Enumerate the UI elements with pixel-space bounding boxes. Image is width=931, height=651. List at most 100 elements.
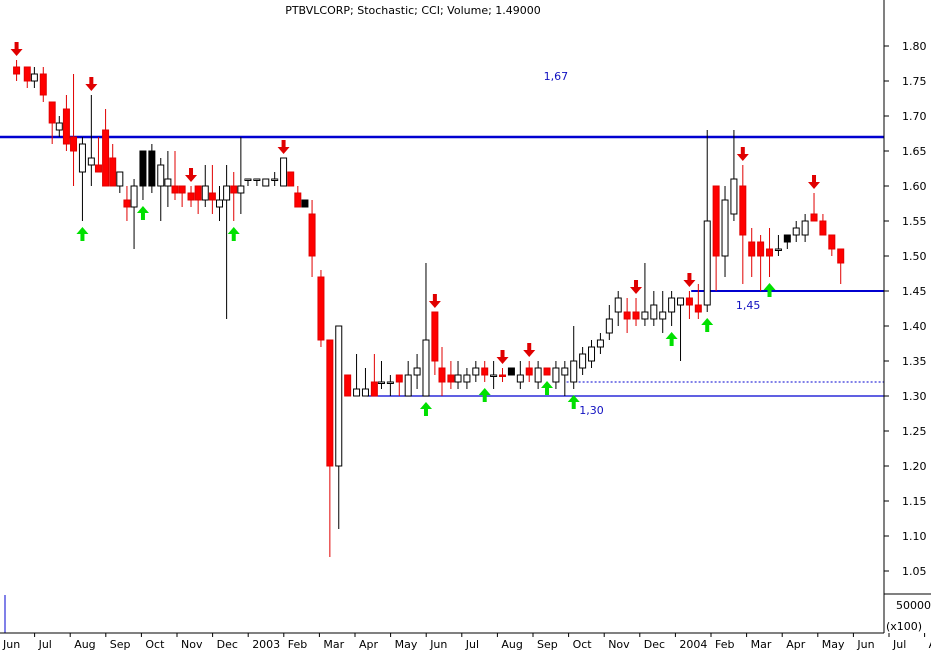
candle-body [335, 325, 343, 467]
candle-body [287, 171, 295, 187]
candle-body [164, 178, 172, 187]
y-tick-label: 1.60 [902, 180, 927, 193]
x-tick-label: Jun [856, 638, 874, 651]
x-tick-label: Jun [429, 638, 447, 651]
candle-body [516, 374, 524, 383]
candle-body [543, 367, 551, 376]
candle-body [370, 381, 378, 397]
buy-arrow-icon [136, 206, 149, 220]
candle-body [39, 73, 47, 96]
candle-body [588, 346, 596, 362]
x-tick-label: Sep [537, 638, 558, 651]
x-tick-label: Feb [715, 638, 734, 651]
x-tick-label: Feb [288, 638, 307, 651]
sell-arrow-icon [277, 140, 290, 154]
x-tick-label: Mar [323, 638, 344, 651]
candle-body [208, 192, 216, 201]
candle-body [623, 311, 631, 320]
candle-body [62, 108, 70, 145]
candle-body [641, 311, 649, 320]
candle-body [721, 199, 729, 257]
candle-body [87, 157, 95, 166]
buy-arrow-icon [419, 402, 432, 416]
x-tick-label: 2004 [679, 638, 707, 651]
buy-arrow-icon [227, 227, 240, 241]
x-tick-label: Sep [110, 638, 131, 651]
candle-body [703, 220, 711, 306]
candle-body [431, 311, 439, 362]
candle-body [171, 185, 179, 194]
candle-body [308, 213, 316, 257]
candle-body [377, 381, 385, 384]
candle-body [187, 192, 195, 201]
candle-body [739, 185, 747, 236]
y-tick-label: 1.65 [902, 145, 927, 158]
sell-arrow-icon [808, 175, 821, 189]
candle-body [766, 248, 774, 257]
candle-body [237, 185, 245, 194]
candle-body [774, 248, 782, 251]
x-tick-label: May [822, 638, 845, 651]
candle-body [757, 241, 765, 257]
buy-arrow-icon [478, 388, 491, 402]
x-tick-label: 2003 [252, 638, 280, 651]
candle-body [525, 367, 533, 376]
x-tick-label: Oct [145, 638, 165, 651]
level-label: 1,45 [736, 299, 761, 312]
candle-body [677, 297, 685, 306]
candle-body [116, 171, 124, 187]
candle-body [605, 318, 613, 334]
candle-body [552, 367, 560, 383]
x-tick-label: Nov [608, 638, 630, 651]
signal-arrows [10, 42, 821, 416]
candle-body [386, 381, 394, 384]
x-tick-label: Dec [644, 638, 665, 651]
y-tick-label: 1.40 [902, 320, 927, 333]
buy-arrow-icon [701, 318, 714, 332]
sell-arrow-icon [630, 280, 643, 294]
candle-body [23, 66, 31, 82]
candle-body [632, 311, 640, 320]
x-tick-label: Jun [2, 638, 20, 651]
candle-body [194, 185, 202, 201]
candle-body [650, 304, 658, 320]
candle-body [109, 157, 117, 187]
candle-body [712, 185, 720, 257]
candle-body [123, 199, 131, 208]
y-tick-label: 1.55 [902, 215, 927, 228]
candle-body [454, 374, 462, 383]
buy-arrow-icon [567, 395, 580, 409]
sell-arrow-icon [10, 42, 23, 56]
x-tick-label: Aug [929, 638, 931, 651]
level-label: 1,30 [579, 404, 604, 417]
candle-body [139, 150, 147, 187]
candle-body [13, 66, 21, 75]
candle-body [102, 129, 110, 187]
candle-body [792, 227, 800, 236]
candle-body [30, 73, 38, 82]
candle-body [810, 213, 818, 222]
candle-body [317, 276, 325, 341]
candle-body [262, 178, 270, 187]
candle-body [326, 339, 334, 467]
x-tick-label: Jul [892, 638, 906, 651]
volume-axis-label: 50000 [896, 599, 931, 612]
y-tick-label: 1.15 [902, 495, 927, 508]
y-tick-label: 1.75 [902, 75, 927, 88]
x-tick-label: Jul [465, 638, 479, 651]
candle-body [301, 199, 309, 208]
sell-arrow-icon [736, 147, 749, 161]
candle-body [801, 220, 809, 236]
y-tick-label: 1.30 [902, 390, 927, 403]
candle-body [490, 374, 498, 377]
candle-body [783, 234, 791, 243]
y-tick-label: 1.25 [902, 425, 927, 438]
candle-body [178, 185, 186, 194]
x-tick-label: Jul [38, 638, 52, 651]
candle-body [230, 185, 238, 194]
buy-arrow-icon [541, 381, 554, 395]
candle-body [561, 367, 569, 376]
x-tick-label: Apr [359, 638, 379, 651]
